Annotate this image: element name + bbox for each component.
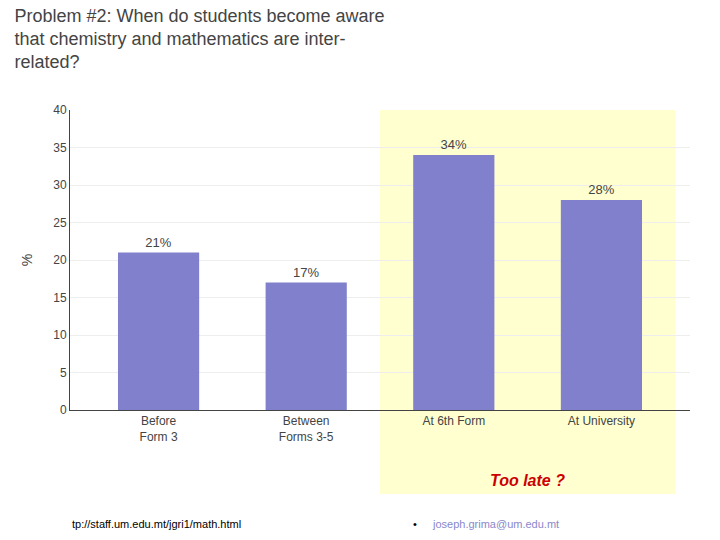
svg-text:BetweenForms 3-5: BetweenForms 3-5 <box>279 414 334 444</box>
svg-text:Too late ?: Too late ? <box>490 472 565 489</box>
svg-text:0: 0 <box>60 403 67 417</box>
svg-text:21%: 21% <box>145 235 171 250</box>
svg-text:40: 40 <box>53 103 67 117</box>
svg-text:joseph.grima@um.edu.mt: joseph.grima@um.edu.mt <box>432 518 559 530</box>
svg-text:Problem #2: When do students b: Problem #2: When do students become awar… <box>14 6 384 73</box>
svg-text:At 6th Form: At 6th Form <box>422 414 485 428</box>
svg-text:20: 20 <box>53 253 67 267</box>
svg-text:•: • <box>413 518 417 530</box>
svg-text:%: % <box>19 254 35 266</box>
svg-text:tp://staff.um.edu.mt/jgri1/mat: tp://staff.um.edu.mt/jgri1/math.html <box>72 518 241 530</box>
svg-text:BeforeForm 3: BeforeForm 3 <box>140 414 178 444</box>
svg-text:10: 10 <box>53 328 67 342</box>
svg-text:At University: At University <box>568 414 635 428</box>
svg-text:17%: 17% <box>293 265 319 280</box>
svg-text:34%: 34% <box>441 137 467 152</box>
svg-text:5: 5 <box>60 366 67 380</box>
svg-text:28%: 28% <box>588 182 614 197</box>
svg-text:35: 35 <box>53 141 67 155</box>
svg-text:25: 25 <box>53 216 67 230</box>
svg-text:30: 30 <box>53 178 67 192</box>
svg-text:15: 15 <box>53 291 67 305</box>
